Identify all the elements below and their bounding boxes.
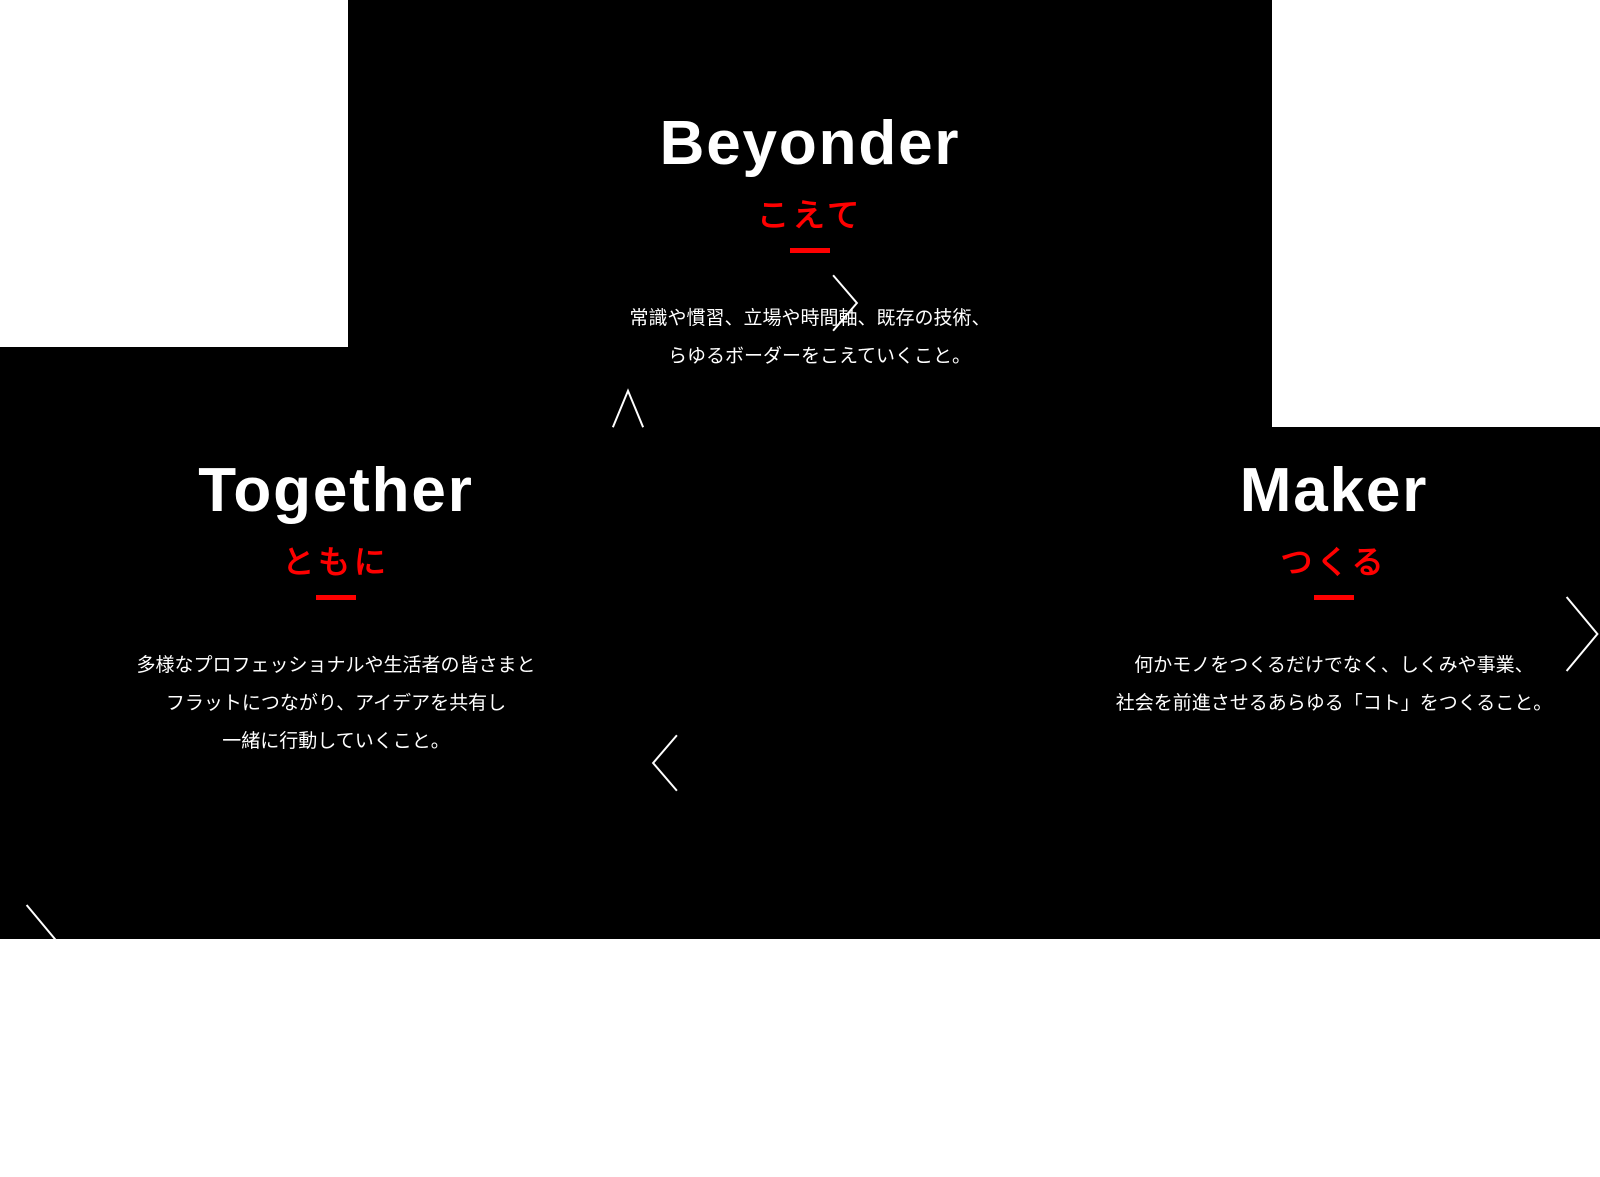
body-top: 常識や慣習、立場や時間軸、既存の技術、あらゆるボーダーをこえていくこと。 (629, 300, 990, 376)
body-right: 何かモノをつくるだけでなく、しくみや事業、社会を前進させるあらゆる「コト」をつく… (1116, 647, 1553, 723)
panel-right: Maker つくる 何かモノをつくるだけでなく、しくみや事業、社会を前進させるあ… (564, 427, 1600, 939)
title-en-left: Together (198, 455, 474, 526)
title-en-top: Beyonder (660, 108, 961, 179)
underline-right (1314, 595, 1354, 600)
body-line: 一緒に行動していくこと。 (136, 723, 535, 761)
body-left: 多様なプロフェッショナルや生活者の皆さまとフラットにつながり、アイデアを共有し一… (136, 647, 535, 761)
underline-left (316, 595, 356, 600)
body-line: 常識や慣習、立場や時間軸、既存の技術、 (629, 300, 990, 338)
body-line: あらゆるボーダーをこえていくこと。 (629, 338, 990, 376)
title-jp-left: ともに (282, 537, 390, 583)
title-en-right: Maker (1240, 455, 1429, 526)
body-line: 多様なプロフェッショナルや生活者の皆さまと (136, 647, 535, 685)
body-line: フラットにつながり、アイデアを共有し (136, 685, 535, 723)
underline-top (790, 248, 830, 253)
body-line: 社会を前進させるあらゆる「コト」をつくること。 (1116, 685, 1553, 723)
title-jp-right: つくる (1281, 537, 1388, 583)
body-line: 何かモノをつくるだけでなく、しくみや事業、 (1116, 647, 1553, 685)
title-jp-top: こえて (757, 190, 863, 236)
diagram-stage: Beyonder こえて 常識や慣習、立場や時間軸、既存の技術、あらゆるボーダー… (0, 0, 1600, 1177)
